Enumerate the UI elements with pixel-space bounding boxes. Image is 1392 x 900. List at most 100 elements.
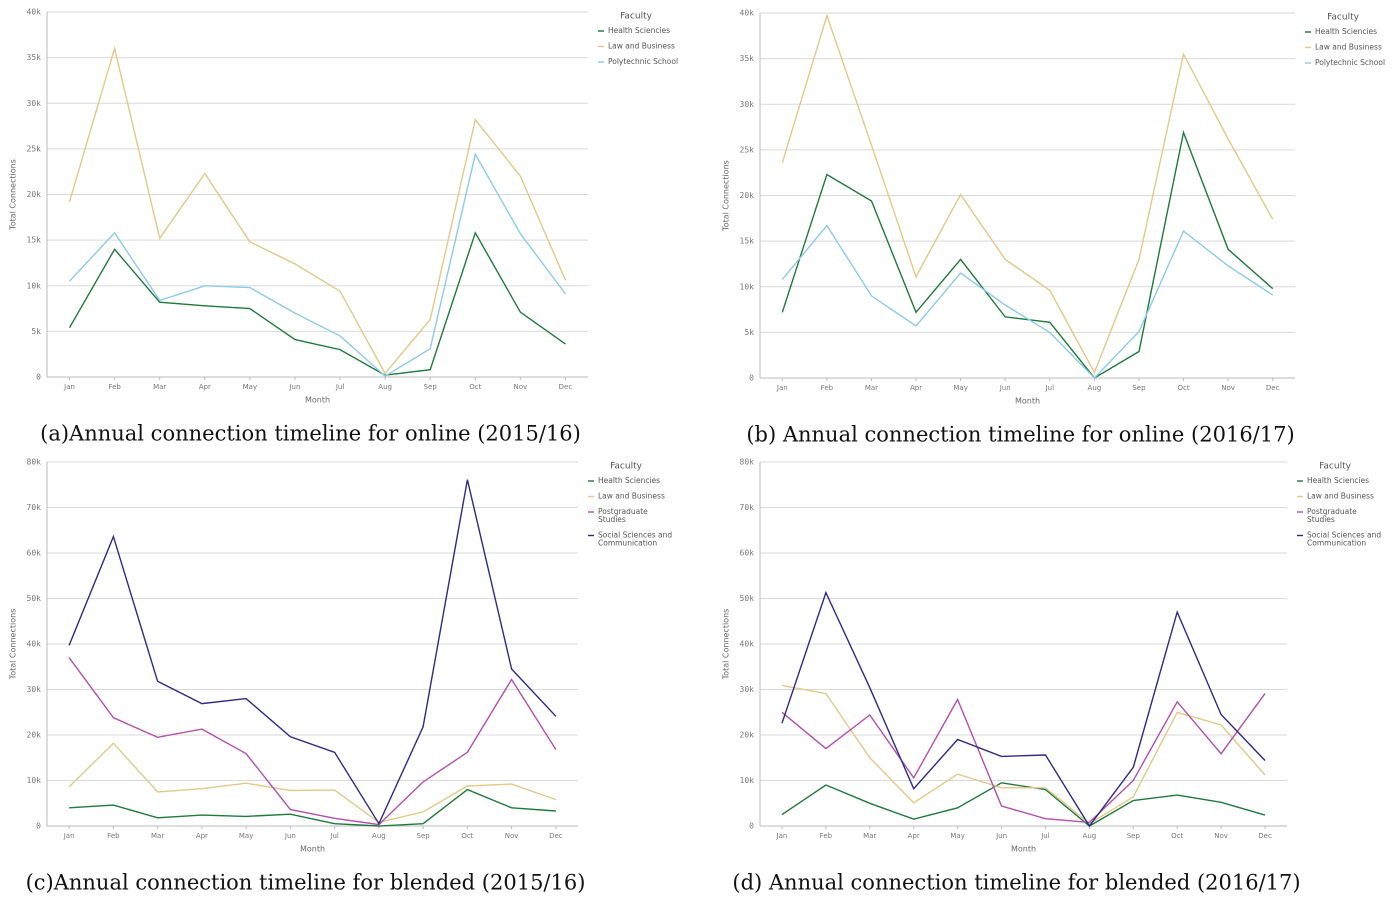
y-tick-label: 10k [740, 776, 755, 785]
y-tick-label: 80k [740, 458, 755, 467]
x-tick-label: Nov [505, 832, 519, 840]
y-tick-label: 20k [27, 731, 42, 740]
x-axis-title: Month [300, 845, 325, 854]
x-tick-label: Feb [107, 832, 120, 840]
legend-label: Law and Business [598, 492, 665, 501]
y-tick-label: 10k [27, 776, 42, 785]
x-axis-title: Month [305, 396, 330, 405]
y-tick-label: 60k [27, 549, 42, 558]
x-tick-label: Feb [821, 384, 834, 392]
x-tick-label: Nov [1214, 832, 1228, 840]
y-tick-label: 40k [27, 8, 42, 17]
caption: (b) Annual connection timeline for onlin… [746, 423, 1294, 447]
legend-label: Social Sciences and Communication [598, 531, 672, 548]
x-tick-label: Jul [1040, 832, 1050, 840]
y-tick-label: 40k [740, 640, 755, 649]
series-line [781, 590, 1266, 828]
x-tick-label: Jul [329, 832, 339, 840]
x-tick-label: Dec [549, 832, 563, 840]
series-line [69, 788, 556, 827]
y-tick-label: 40k [740, 9, 755, 18]
legend-label: Postgraduate Studies [1307, 507, 1357, 524]
x-tick-label: Mar [863, 832, 876, 840]
legend-label: Law and Business [1315, 43, 1382, 52]
y-tick-label: 0 [749, 374, 754, 383]
y-tick-label: 50k [740, 594, 755, 603]
y-tick-label: 60k [740, 549, 755, 558]
y-tick-label: 0 [749, 822, 754, 831]
x-tick-label: Jun [284, 832, 296, 840]
y-tick-label: 80k [27, 458, 42, 467]
x-tick-label: May [239, 832, 253, 840]
y-tick-label: 10k [27, 281, 42, 290]
y-tick-label: 70k [740, 503, 755, 512]
series-line [781, 129, 1274, 379]
x-tick-label: Sep [417, 832, 431, 840]
x-tick-label: Sep [1127, 832, 1141, 840]
x-tick-label: Nov [514, 383, 528, 391]
y-tick-label: 0 [36, 373, 41, 382]
series-line [781, 224, 1274, 380]
series-line [781, 13, 1274, 375]
x-tick-label: Feb [820, 832, 833, 840]
y-tick-label: 10k [740, 282, 755, 291]
y-tick-label: 40k [27, 640, 42, 649]
x-axis-title: Month [1011, 845, 1036, 854]
y-tick-label: 5k [31, 327, 41, 336]
y-tick-label: 20k [740, 191, 755, 200]
legend-title: Faculty [610, 462, 643, 472]
legend-label: Postgraduate Studies [598, 507, 648, 524]
y-axis-title: Total Connections [9, 159, 18, 231]
y-tick-label: 25k [740, 145, 755, 154]
x-tick-label: Oct [1171, 832, 1183, 840]
series-line [68, 45, 567, 375]
x-tick-label: Jun [995, 832, 1007, 840]
legend-title: Faculty [1327, 13, 1360, 23]
x-tick-label: Jun [288, 383, 300, 391]
y-tick-label: 15k [740, 237, 755, 246]
y-tick-label: 70k [27, 503, 42, 512]
series-line [68, 152, 567, 377]
caption: (c)Annual connection timeline for blende… [26, 871, 586, 895]
series-line [781, 684, 1266, 825]
x-tick-label: Aug [378, 383, 392, 391]
legend-label: Social Sciences and Communication [1307, 531, 1381, 548]
legend-label: Polytechnic School [1315, 58, 1385, 67]
y-tick-label: 30k [740, 685, 755, 694]
x-tick-label: Apr [908, 832, 920, 840]
y-tick-label: 30k [27, 99, 42, 108]
legend-label: Health Sciencies [598, 476, 660, 485]
x-tick-label: Oct [461, 832, 473, 840]
y-tick-label: 20k [27, 190, 42, 199]
y-tick-label: 35k [27, 53, 42, 62]
x-tick-label: Apr [910, 384, 922, 392]
y-axis-title: Total Connections [9, 609, 18, 681]
x-tick-label: May [950, 832, 964, 840]
x-tick-label: Jan [776, 832, 788, 840]
legend-label: Polytechnic School [608, 57, 678, 66]
x-tick-label: Aug [1083, 832, 1097, 840]
y-tick-label: 25k [27, 144, 42, 153]
series-line [781, 782, 1266, 827]
x-tick-label: Sep [1132, 384, 1146, 392]
series-line [68, 479, 557, 826]
x-tick-label: May [243, 383, 257, 391]
x-tick-label: Feb [108, 383, 121, 391]
x-tick-label: Aug [372, 832, 386, 840]
y-axis-title: Total Connections [722, 160, 731, 232]
caption: (d) Annual connection timeline for blend… [732, 871, 1300, 895]
caption: (a)Annual connection timeline for online… [40, 422, 581, 446]
legend-label: Health Sciencies [1307, 476, 1369, 485]
x-tick-label: Aug [1088, 384, 1102, 392]
y-tick-label: 30k [27, 685, 42, 694]
x-tick-label: Jul [1045, 384, 1055, 392]
x-tick-label: May [953, 384, 967, 392]
series-line [68, 742, 557, 824]
y-tick-label: 35k [740, 54, 755, 63]
x-tick-label: Mar [865, 384, 878, 392]
x-tick-label: Jan [63, 832, 75, 840]
x-tick-label: Jul [335, 383, 345, 391]
x-tick-label: Apr [196, 832, 208, 840]
y-tick-label: 15k [27, 236, 42, 245]
